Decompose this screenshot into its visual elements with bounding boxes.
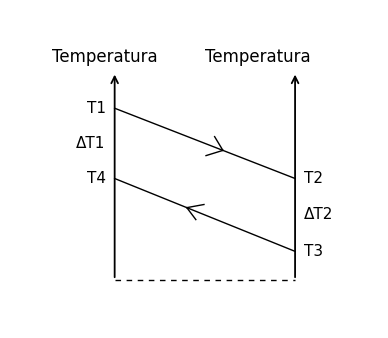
Text: Temperatura: Temperatura: [52, 48, 157, 66]
Text: T2: T2: [304, 171, 323, 186]
Text: ΔT2: ΔT2: [304, 208, 333, 222]
Text: ΔT1: ΔT1: [76, 136, 106, 151]
Text: T4: T4: [87, 171, 106, 186]
Text: T1: T1: [87, 101, 106, 116]
Text: Temperatura: Temperatura: [205, 48, 310, 66]
Text: T3: T3: [304, 244, 323, 259]
